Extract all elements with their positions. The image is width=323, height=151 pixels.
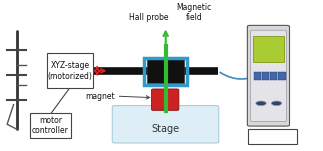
Text: Hall probe: Hall probe: [129, 13, 168, 22]
FancyBboxPatch shape: [30, 113, 71, 138]
Bar: [144, 58, 187, 85]
Text: Magnetic
field: Magnetic field: [176, 3, 211, 22]
Circle shape: [256, 101, 266, 106]
Bar: [147, 59, 184, 84]
Bar: [253, 36, 284, 62]
Text: motor
controller: motor controller: [32, 116, 69, 135]
Bar: [254, 72, 261, 80]
FancyBboxPatch shape: [247, 129, 297, 144]
Circle shape: [271, 101, 282, 106]
Text: Stage: Stage: [151, 124, 180, 133]
FancyBboxPatch shape: [151, 89, 179, 110]
Text: magnet: magnet: [85, 92, 115, 101]
FancyBboxPatch shape: [112, 106, 219, 143]
FancyBboxPatch shape: [47, 53, 93, 88]
Text: XYZ-stage
(motorized): XYZ-stage (motorized): [47, 61, 92, 80]
FancyBboxPatch shape: [251, 30, 286, 121]
Bar: [270, 72, 277, 80]
Text: -15804.5: -15804.5: [258, 47, 279, 51]
Text: Gaussmeter: Gaussmeter: [249, 132, 296, 141]
Bar: [262, 72, 269, 80]
FancyBboxPatch shape: [247, 25, 289, 126]
Bar: [278, 72, 286, 80]
